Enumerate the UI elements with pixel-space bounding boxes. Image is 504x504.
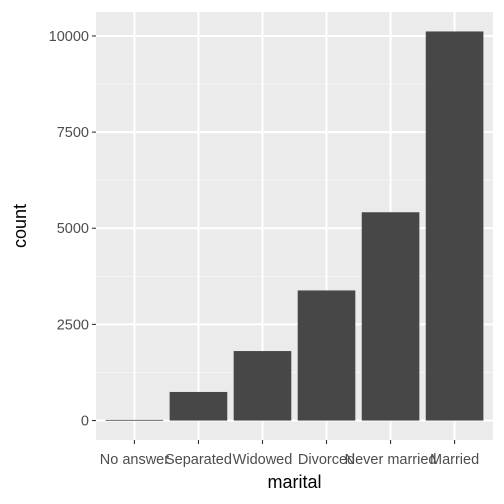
y-axis-title: count bbox=[10, 204, 30, 248]
y-tick-label: 2500 bbox=[57, 317, 89, 333]
x-tick-label: Married bbox=[430, 452, 479, 468]
bar-separated bbox=[169, 391, 228, 421]
x-tick-label: Never married bbox=[345, 452, 437, 468]
y-tick-label: 10000 bbox=[49, 29, 89, 45]
y-tick-label: 0 bbox=[81, 414, 89, 430]
y-tick-label: 7500 bbox=[57, 125, 89, 141]
bar-never-married bbox=[361, 212, 420, 421]
bar-divorced bbox=[297, 290, 356, 421]
y-tick-label: 5000 bbox=[57, 221, 89, 237]
bars bbox=[105, 31, 484, 421]
x-axis-title: marital bbox=[267, 472, 321, 492]
y-axis: 0 2500 5000 7500 10000 bbox=[49, 29, 96, 430]
x-tick-label: No answer bbox=[100, 452, 169, 468]
bar-no-answer bbox=[105, 419, 164, 421]
bar-widowed bbox=[233, 351, 292, 421]
x-tick-label: Widowed bbox=[233, 452, 293, 468]
x-tick-label: Separated bbox=[165, 452, 232, 468]
x-tick-label: Divorced bbox=[298, 452, 355, 468]
bar-married bbox=[425, 31, 484, 421]
